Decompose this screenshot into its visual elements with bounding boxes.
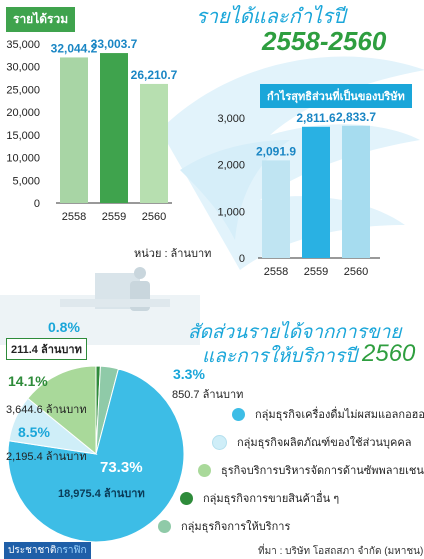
slice-label-other-sales-percent: 0.8% xyxy=(48,319,80,335)
bar-value-label: 26,210.7 xyxy=(131,68,178,82)
pie-chart-year: 2560 xyxy=(362,340,416,367)
legend-dot-personal-care xyxy=(212,434,227,450)
bar-value-label: 2,091.9 xyxy=(256,144,296,158)
x-tick-label: 2560 xyxy=(344,266,368,278)
bar-2558 xyxy=(262,160,290,258)
pie-chart-title: สัดส่วนรายได้จากการขาย xyxy=(188,322,402,343)
legend-dot-beverage xyxy=(232,407,245,421)
slice-label-services-amount: 850.7 ล้านบาท xyxy=(172,389,244,401)
office-scene-illustration xyxy=(0,267,200,345)
legend-dot-supply-chain xyxy=(198,463,211,477)
x-tick-label: 2558 xyxy=(264,266,288,278)
y-tick-label: 25,000 xyxy=(6,84,40,96)
legend-item-beverage: กลุ่มธุรกิจเครื่องดื่มไม่ผสมแอลกอฮอล์ xyxy=(232,404,424,424)
main-title-year: 2558-2560 xyxy=(262,26,387,56)
legend-label-personal-care: กลุ่มธุรกิจผลิตภัณฑ์ของใช้ส่วนบุคคล xyxy=(237,437,412,449)
y-tick-label: 0 xyxy=(239,253,245,265)
main-title: รายได้และกำไรปี xyxy=(196,6,346,28)
footer-brand: ประชาชาติกราฟิก xyxy=(4,542,91,559)
bar-2560 xyxy=(342,125,370,258)
bar-value-label: 32,044.2 xyxy=(51,41,98,55)
legend-item-supply-chain: ธุรกิจบริการบริหารจัดการด้านซัพพลายเชน xyxy=(198,460,424,480)
bar-value-label: 2,811.6 xyxy=(296,111,336,125)
slice-label-beverage-amount: 18,975.4 ล้านบาท xyxy=(58,488,145,500)
pie-slice-2 xyxy=(27,365,97,456)
slice-label-supply-chain-amount: 3,644.6 ล้านบาท xyxy=(6,404,87,416)
pie-chart-subtitle: และการให้บริการปี xyxy=(202,346,357,367)
slice-label-services-percent: 3.3% xyxy=(173,366,205,382)
y-tick-label: 3,000 xyxy=(217,113,245,125)
legend-label-supply-chain: ธุรกิจบริการบริหารจัดการด้านซัพพลายเชน xyxy=(221,465,424,477)
x-tick-label: 2559 xyxy=(102,211,126,223)
y-tick-label: 0 xyxy=(34,198,40,210)
bar-2560 xyxy=(140,83,168,203)
slice-label-personal-care-percent: 8.5% xyxy=(18,424,50,440)
slice-label-other-sales-amount: 211.4 ล้านบาท xyxy=(6,338,87,360)
slice-label-personal-care-amount: 2,195.4 ล้านบาท xyxy=(6,451,87,463)
x-tick-label: 2560 xyxy=(142,211,166,223)
y-tick-label: 35,000 xyxy=(6,39,40,51)
slice-label-beverage-percent: 73.3% xyxy=(100,459,143,476)
legend-item-services: กลุ่มธุรกิจการให้บริการ xyxy=(158,516,290,536)
legend-item-other-sales: กลุ่มธุรกิจการขายสินค้าอื่น ๆ xyxy=(180,488,339,508)
legend-label-services: กลุ่มธุรกิจการให้บริการ xyxy=(181,521,291,533)
revenue-unit-label: หน่วย : ล้านบาท xyxy=(134,248,212,260)
legend-dot-other-sales xyxy=(180,491,193,505)
revenue-bar-chart: 35,000 30,000 25,000 20,000 15,000 10,000 5,00… xyxy=(6,37,178,223)
y-tick-label: 15,000 xyxy=(6,130,40,142)
bar-2559 xyxy=(100,53,128,203)
slice-label-supply-chain-percent: 14.1% xyxy=(8,373,48,389)
legend-label-beverage: กลุ่มธุรกิจเครื่องดื่มไม่ผสมแอลกอฮอล์ xyxy=(255,409,424,421)
y-tick-label: 5,000 xyxy=(12,175,40,187)
x-tick-label: 2558 xyxy=(62,211,86,223)
legend-label-other-sales: กลุ่มธุรกิจการขายสินค้าอื่น ๆ xyxy=(203,493,340,505)
y-tick-label: 20,000 xyxy=(6,107,40,119)
bar-2558 xyxy=(60,57,88,203)
footer-brand-part1: ประชาชาติ xyxy=(8,545,57,556)
y-tick-label: 10,000 xyxy=(6,153,40,165)
y-tick-label: 30,000 xyxy=(6,62,40,74)
bar-value-label: 33,003.7 xyxy=(91,37,138,51)
footer-source: ที่มา : บริษัท โอสถสภา จำกัด (มหาชน) xyxy=(258,546,424,557)
footer-brand-part2: กราฟิก xyxy=(56,545,87,556)
revenue-chart-title: รายได้รวม xyxy=(6,7,76,32)
profit-chart-title: กำไรสุทธิส่วนที่เป็นของบริษัท xyxy=(260,84,412,108)
y-tick-label: 2,000 xyxy=(217,160,245,172)
legend-item-personal-care: กลุ่มธุรกิจผลิตภัณฑ์ของใช้ส่วนบุคคล xyxy=(212,432,411,452)
bar-2559 xyxy=(302,126,330,259)
x-tick-label: 2559 xyxy=(304,266,328,278)
bar-value-label: 2,833.7 xyxy=(336,110,376,124)
profit-bar-chart: 3,000 2,000 1,000 0 2,091.9 2558 2,811.6 2559 2,… xyxy=(217,110,380,278)
pie-slice-0 xyxy=(7,368,185,543)
y-tick-label: 1,000 xyxy=(217,206,245,218)
legend-dot-services xyxy=(158,519,171,533)
